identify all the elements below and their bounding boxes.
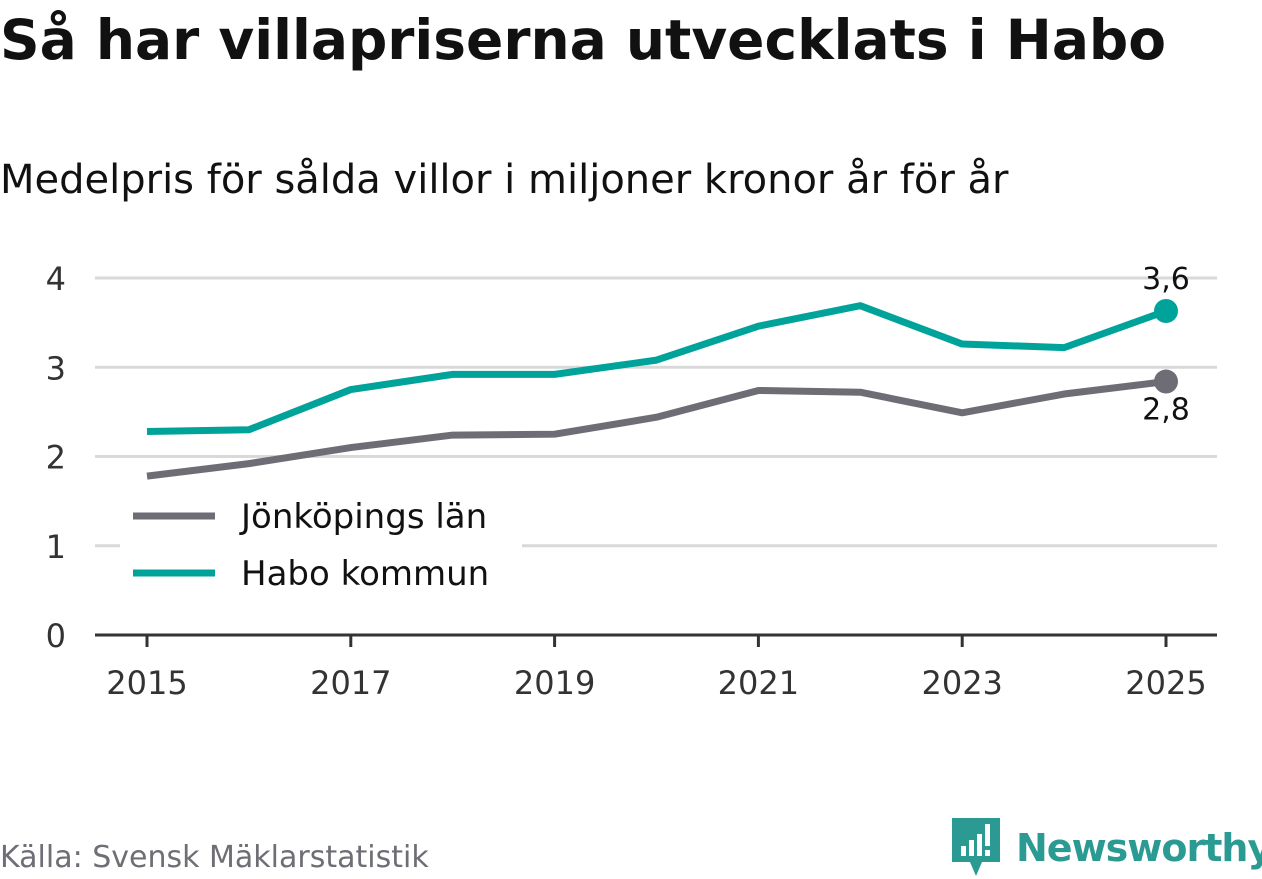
source-note: Källa: Svensk Mäklarstatistik bbox=[0, 840, 429, 875]
newsworthy-icon bbox=[952, 818, 1000, 876]
chart-subtitle: Medelpris för sålda villor i miljoner kr… bbox=[0, 157, 1009, 203]
y-tick-label: 3 bbox=[46, 349, 66, 387]
x-tick-label: 2023 bbox=[921, 664, 1002, 702]
y-tick-label: 1 bbox=[46, 528, 66, 566]
series-line-lan bbox=[146, 378, 1167, 480]
end-value-label: 2,8 bbox=[1142, 393, 1190, 428]
legend-label: Jönköpings län bbox=[239, 497, 487, 537]
y-tick-label: 2 bbox=[46, 439, 66, 477]
y-tick-label: 4 bbox=[46, 260, 66, 298]
x-axis: 2015 2017 2019 2021 2023 2025 bbox=[95, 633, 1217, 702]
series-endpoint-lan bbox=[1154, 369, 1178, 394]
brand-logo: Newsworthy bbox=[952, 818, 1262, 878]
legend: Jönköpings län Habo kommun bbox=[120, 490, 522, 600]
y-tick-label: 0 bbox=[46, 617, 66, 655]
x-tick-label: 2021 bbox=[718, 664, 799, 702]
legend-background bbox=[120, 490, 522, 600]
x-tick-label: 2019 bbox=[514, 664, 595, 702]
chart-title: Så har villapriserna utvecklats i Habo bbox=[0, 8, 1167, 72]
legend-label: Habo kommun bbox=[241, 554, 489, 594]
brand-name: Newsworthy bbox=[1016, 826, 1262, 870]
x-tick-label: 2017 bbox=[310, 664, 391, 702]
series-endpoint-habo bbox=[1154, 299, 1178, 324]
series bbox=[146, 299, 1178, 480]
end-value-label: 3,6 bbox=[1142, 262, 1190, 297]
line-chart: 0 1 2 3 4 2015 2017 2019 2021 2023 2025 Jönköping… bbox=[46, 260, 1217, 702]
series-line-habo bbox=[146, 302, 1168, 436]
y-axis-ticks: 0 1 2 3 4 bbox=[46, 260, 66, 655]
x-tick-label: 2015 bbox=[106, 664, 187, 702]
x-tick-label: 2025 bbox=[1125, 664, 1206, 702]
end-labels: 2,8 3,6 bbox=[1142, 262, 1190, 428]
